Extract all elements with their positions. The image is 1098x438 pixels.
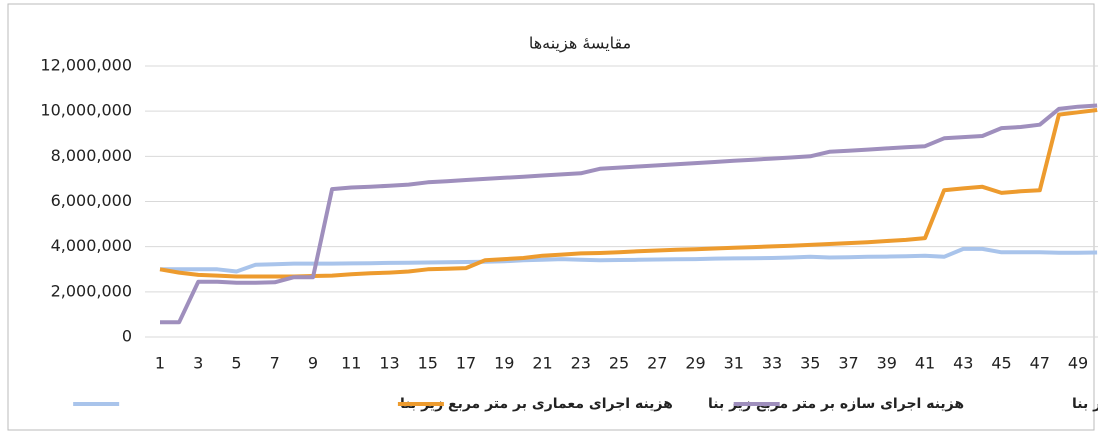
x-tick-label: 15 [418,354,438,373]
legend-label: هزینه اجرای سازه بر متر مربع زیر بنا [708,396,964,412]
y-tick-label: 4,000,000 [51,236,132,255]
x-tick-label: 27 [647,354,667,373]
x-tick-label: 29 [685,354,705,373]
x-tick-label: 1 [155,354,165,373]
x-tick-label: 21 [532,354,552,373]
x-tick-label: 43 [953,354,973,373]
x-tick-label: 37 [838,354,858,373]
chart-title: مقایسهٔ هزینه‌ها [529,34,631,54]
x-tick-label: 49 [1068,354,1088,373]
legend-label: هزینه اجرای معماری بر متر مربع زیر بنا [400,396,673,412]
x-tick-label: 41 [915,354,935,373]
x-tick-label: 5 [231,354,241,373]
x-tick-label: 13 [379,354,399,373]
y-tick-label: 6,000,000 [51,191,132,210]
x-tick-label: 39 [877,354,897,373]
y-tick-label: 10,000,000 [40,101,132,120]
x-tick-label: 25 [609,354,629,373]
y-tick-label: 0 [122,327,132,346]
x-tick-label: 35 [800,354,820,373]
y-tick-label: 8,000,000 [51,146,132,165]
x-tick-label: 31 [724,354,744,373]
x-tick-label: 3 [193,354,203,373]
x-tick-label: 17 [456,354,476,373]
x-tick-label: 23 [571,354,591,373]
chart-frame [7,3,1095,431]
y-tick-label: 2,000,000 [51,281,132,300]
x-tick-label: 19 [494,354,514,373]
x-tick-label: 9 [308,354,318,373]
x-tick-label: 11 [341,354,361,373]
x-tick-label: 33 [762,354,782,373]
y-tick-label: 12,000,000 [40,56,132,75]
x-tick-label: 45 [991,354,1011,373]
series-line [159,108,1098,279]
x-tick-label: 47 [1030,354,1050,373]
x-tick-label: 7 [270,354,280,373]
series-line [160,103,1098,325]
legend-label: هزینه اجرای تاسیسات بر متر مربع زیر بنا [1072,396,1098,412]
